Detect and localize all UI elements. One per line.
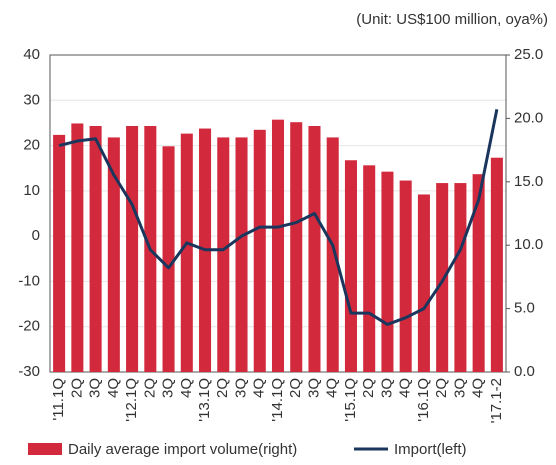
- y2-tick-label: 15.0: [514, 173, 543, 190]
- x-tick-label: '13.1Q: [196, 378, 213, 422]
- bar: [271, 119, 285, 372]
- bar: [326, 137, 339, 372]
- x-tick-label: 2Q: [214, 378, 231, 398]
- bar: [290, 122, 303, 372]
- y-tick-label: -30: [18, 363, 40, 380]
- bar: [363, 165, 376, 372]
- bar: [180, 133, 193, 372]
- bar: [89, 126, 102, 373]
- legend-label: Import(left): [394, 441, 467, 458]
- bar: [399, 180, 412, 372]
- x-tick-label: 3Q: [451, 378, 468, 398]
- bar: [253, 129, 266, 372]
- bar: [381, 171, 394, 372]
- y-tick-label: 40: [23, 46, 40, 63]
- x-tick-label: 3Q: [160, 378, 177, 398]
- x-tick-label: 2Q: [287, 378, 304, 398]
- bar: [308, 126, 321, 373]
- bar: [344, 160, 357, 372]
- x-tick-label: 3Q: [87, 378, 104, 398]
- bar: [417, 194, 430, 372]
- x-tick-label: '12.1Q: [123, 378, 140, 422]
- x-tick-label: 2Q: [141, 378, 158, 398]
- unit-note: (Unit: US$100 million, oya%): [356, 11, 548, 28]
- y-tick-label: -20: [18, 318, 40, 335]
- y-tick-label: -10: [18, 272, 40, 289]
- bar: [490, 157, 503, 372]
- y-tick-label: 30: [23, 91, 40, 108]
- legend-swatch: [28, 443, 62, 455]
- bar: [53, 134, 66, 372]
- x-tick-label: '11.1Q: [50, 378, 67, 421]
- bar: [71, 123, 84, 372]
- x-tick-label: '15.1Q: [342, 378, 359, 422]
- x-tick-label: '16.1Q: [415, 378, 432, 422]
- x-tick-label: 3Q: [378, 378, 395, 398]
- y2-tick-label: 0.0: [514, 363, 535, 380]
- bar: [126, 126, 139, 373]
- bar: [235, 137, 248, 372]
- bar: [107, 137, 120, 372]
- y-tick-label: 0: [32, 227, 40, 244]
- y-tick-label: 10: [23, 182, 40, 199]
- x-tick-label: 3Q: [305, 378, 322, 398]
- y2-tick-label: 20.0: [514, 109, 543, 126]
- x-tick-label: 4Q: [324, 378, 341, 398]
- legend-label: Daily average import volume(right): [68, 441, 297, 458]
- x-tick-label: 4Q: [178, 378, 195, 398]
- bar: [436, 183, 449, 372]
- x-tick-label: 3Q: [232, 378, 249, 398]
- y-tick-label: 20: [23, 137, 40, 154]
- x-tick-label: 4Q: [470, 378, 487, 398]
- x-tick-label: '17.1-2: [488, 378, 505, 423]
- bar: [162, 146, 175, 372]
- x-tick-label: 2Q: [433, 378, 450, 398]
- x-tick-label: '14.1Q: [269, 378, 286, 422]
- y2-tick-label: 25.0: [514, 46, 543, 63]
- y2-tick-label: 5.0: [514, 300, 535, 317]
- y2-tick-label: 10.0: [514, 236, 543, 253]
- x-tick-label: 4Q: [397, 378, 414, 398]
- bar: [472, 174, 485, 372]
- x-tick-label: 2Q: [68, 378, 85, 398]
- line: [58, 109, 499, 326]
- x-tick-label: 4Q: [251, 378, 268, 398]
- x-tick-label: 4Q: [105, 378, 122, 398]
- x-tick-label: 2Q: [360, 378, 377, 398]
- bar: [217, 137, 230, 372]
- bar: [454, 183, 467, 372]
